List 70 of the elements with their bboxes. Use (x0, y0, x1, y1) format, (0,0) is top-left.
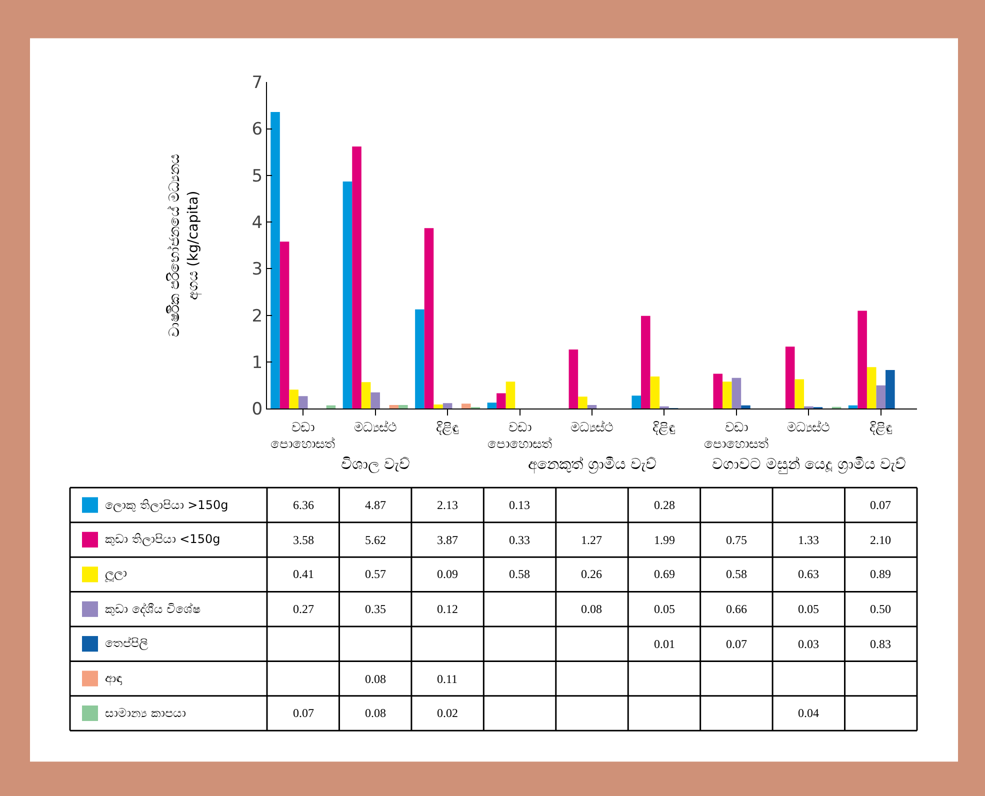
data-label: 2.13 (437, 498, 458, 512)
data-label: 0.83 (870, 637, 891, 651)
y-tick-label: 7 (252, 73, 263, 94)
data-label: 6.36 (293, 498, 314, 512)
data-label: 0.58 (726, 567, 747, 581)
data-label: 4.87 (365, 498, 386, 512)
legend-label: ආඳා (105, 671, 122, 686)
data-label: 1.27 (581, 533, 602, 547)
data-label: 0.05 (798, 602, 819, 616)
data-label: 0.66 (726, 602, 747, 616)
x-tick-label: දිළිඳු (436, 420, 460, 436)
text: වගාවට මසුන් යෙදූ ග්‍රාමීය වැව් (712, 455, 906, 474)
legend-label: කුඩා දේශීය විශේෂ (105, 602, 201, 616)
data-label: 0.89 (870, 567, 891, 581)
data-label: 3.58 (293, 533, 314, 547)
data-label: 0.07 (870, 498, 891, 512)
x-tick-label: මධ්‍යස්ථ (354, 419, 397, 436)
text: විශාල වැව් (341, 455, 410, 473)
data-label: 0.50 (870, 602, 891, 616)
data-label: 0.35 (365, 602, 386, 616)
data-label: 5.62 (365, 533, 386, 547)
data-label: 0.03 (798, 637, 819, 651)
data-label: 1.99 (654, 533, 675, 547)
x-tick-label: වඩා පොහොසත් (704, 420, 769, 452)
data-label: 0.08 (365, 672, 386, 686)
legend-label: ලූලා (105, 566, 127, 582)
y-axis-title: වාර්ෂික පරිභෝජනයේ මධ්‍යනය අගය (kg/capita) (167, 154, 202, 337)
legend-label: ලොකු තිලාපියා >150g (105, 498, 228, 513)
data-label: 0.09 (437, 567, 458, 581)
y-tick-label: 4 (252, 213, 263, 234)
data-label: 0.12 (437, 602, 458, 616)
data-label: 0.02 (437, 706, 458, 720)
x-tick-label: දිළිඳු (869, 420, 892, 436)
data-label: 0.04 (798, 706, 819, 720)
data-label: 0.41 (293, 567, 314, 581)
data-label: 0.01 (654, 637, 675, 651)
legend-label: කුඩා තිලාපියා <150g (105, 532, 220, 547)
data-label: 0.69 (654, 567, 675, 581)
x-tick-label: දිළිඳු (652, 420, 676, 436)
y-tick-label: 0 (252, 400, 263, 420)
y-tick-label: 6 (252, 120, 263, 140)
data-label: 2.10 (870, 533, 891, 547)
data-label: 0.07 (726, 637, 747, 651)
data-label: 0.07 (293, 706, 314, 720)
legend-label: සාමාන්‍ය කාපයා (105, 706, 186, 720)
x-tick-label: වඩා පොහොසත් (270, 420, 336, 452)
text: අනෙකුත් ග්‍රාමීය වැව් (528, 455, 657, 474)
data-label: 0.05 (654, 602, 675, 616)
x-tick-label: මධ්‍යස්ථ (787, 419, 830, 436)
y-tick-label: 5 (252, 166, 263, 186)
data-label: 0.33 (509, 533, 530, 547)
data-label: 0.63 (798, 567, 819, 581)
x-tick-label: වඩා පොහොසත් (487, 420, 552, 452)
data-label: 0.08 (365, 706, 386, 720)
y-tick-label: 1 (252, 352, 263, 373)
data-label: 0.75 (726, 533, 747, 547)
x-tick-label: මධ්‍යස්ථ (570, 419, 614, 436)
data-label: 0.28 (654, 498, 675, 512)
data-label: 0.26 (581, 567, 602, 581)
legend-label: තෙප්පිලි (105, 636, 148, 651)
data-label: 0.57 (365, 567, 386, 581)
data-label: 3.87 (437, 533, 458, 547)
data-label: 0.08 (581, 602, 602, 616)
y-tick-label: 2 (252, 306, 263, 326)
data-label: 0.13 (509, 498, 530, 512)
data-label: 0.11 (437, 672, 458, 686)
y-tick-label: 3 (252, 260, 263, 280)
data-label: 1.33 (798, 533, 819, 547)
data-label: 0.27 (293, 602, 314, 616)
data-label: 0.58 (509, 567, 530, 581)
